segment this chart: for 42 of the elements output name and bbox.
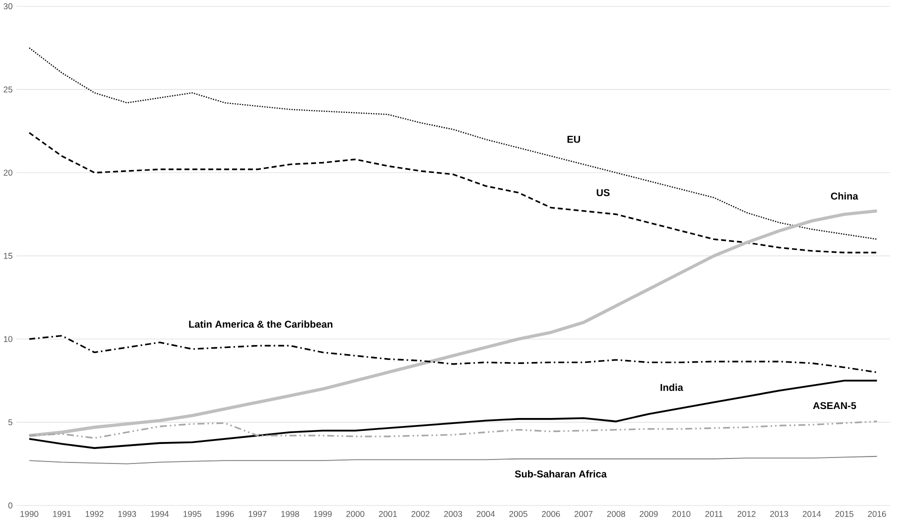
x-tick-label: 2011 <box>705 510 723 517</box>
x-tick-label: 2006 <box>542 510 560 517</box>
series-label: ASEAN-5 <box>813 402 856 409</box>
x-tick-label: 1993 <box>118 510 136 517</box>
x-tick-label: 2016 <box>868 510 886 517</box>
series-label: US <box>596 188 610 196</box>
x-tick-label: 2014 <box>802 510 821 517</box>
series-label: Sub-Saharan Africa <box>514 470 607 478</box>
x-tick-label: 2002 <box>412 510 430 517</box>
x-tick-label: 1997 <box>248 510 266 517</box>
x-tick-label: 2010 <box>672 510 690 517</box>
y-tick-label: 15 <box>4 252 12 259</box>
y-tick-label: 20 <box>4 170 12 176</box>
x-tick-label: 2009 <box>640 510 658 517</box>
x-tick-label: 1994 <box>150 510 169 517</box>
x-tick-label: 2007 <box>574 510 592 517</box>
x-tick-label: 2012 <box>738 510 756 517</box>
x-tick-label: 2001 <box>378 510 397 517</box>
text: Latin America & the Caribbean <box>189 320 332 328</box>
x-tick-label: 1992 <box>86 510 104 517</box>
y-tick-label: 0 <box>8 502 12 508</box>
line-series <box>28 47 878 240</box>
x-tick-label: 2005 <box>509 510 528 517</box>
series-label: EU <box>568 136 580 143</box>
x-tick-label: 1998 <box>281 510 300 517</box>
y-tick-label: 30 <box>4 3 12 10</box>
x-tick-label: 1991 <box>53 510 71 517</box>
y-tick-label: 10 <box>4 336 12 342</box>
x-tick-label: 2015 <box>835 510 854 517</box>
x-tick-label: 1996 <box>216 510 234 517</box>
x-tick-label: 2008 <box>607 510 626 517</box>
x-tick-label: 1990 <box>20 510 38 517</box>
y-tick-label: 5 <box>8 419 12 426</box>
series-label: China <box>830 192 858 200</box>
x-tick-label: 2013 <box>770 510 788 517</box>
x-tick-label: 2004 <box>476 510 495 517</box>
x-tick-label: 2003 <box>444 510 462 517</box>
series-label: India <box>660 383 684 391</box>
x-tick-label: 1999 <box>314 510 332 517</box>
x-tick-label: 1995 <box>184 510 202 517</box>
x-tick-label: 2000 <box>346 510 364 517</box>
y-tick-label: 25 <box>4 86 12 92</box>
